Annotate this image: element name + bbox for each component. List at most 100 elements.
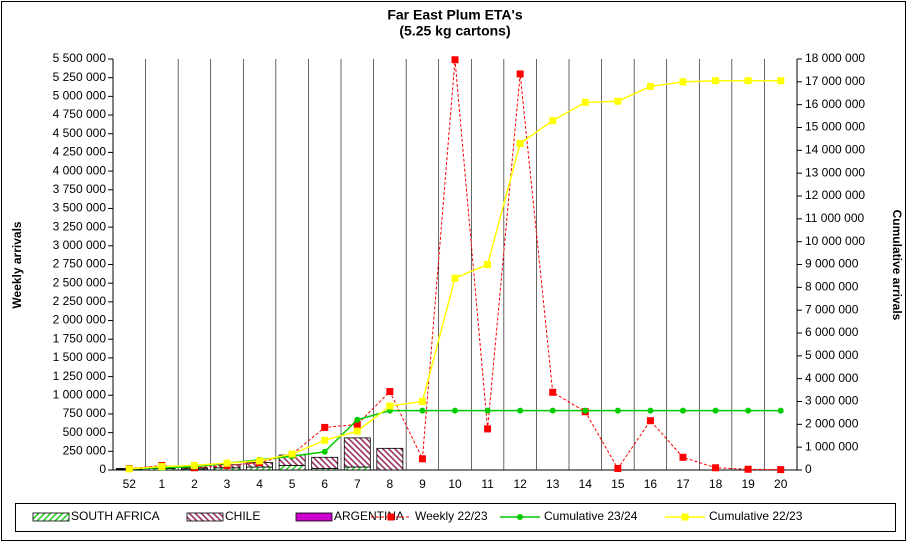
- x-tick-label: 4: [256, 477, 263, 491]
- line-marker: [614, 465, 622, 473]
- line-marker: [614, 97, 622, 105]
- y2-tick-label: 14 000 000: [805, 143, 865, 157]
- y-tick-label: 5 000 000: [53, 89, 107, 103]
- y-tick-label: 1 000 000: [53, 387, 107, 401]
- y2-axis-title: Cumulative arrivals: [890, 210, 904, 321]
- y-tick-label: 5 500 000: [53, 51, 107, 65]
- y-tick-label: 2 500 000: [53, 275, 107, 289]
- y-tick-label: 5 250 000: [53, 70, 107, 84]
- x-tick-label: 13: [546, 477, 560, 491]
- line-marker: [321, 436, 329, 444]
- line-marker: [256, 457, 264, 465]
- y2-tick-label: 7 000 000: [805, 302, 859, 316]
- line-marker: [353, 427, 361, 435]
- line-marker: [158, 463, 166, 471]
- y-tick-label: 3 750 000: [53, 182, 107, 196]
- y2-tick-label: 18 000 000: [805, 51, 865, 65]
- y-tick-label: 4 000 000: [53, 163, 107, 177]
- line-marker: [647, 407, 654, 414]
- x-tick-label: 17: [676, 477, 690, 491]
- y2-tick-label: 2 000 000: [805, 417, 859, 431]
- line-marker: [223, 459, 231, 467]
- line-marker: [745, 407, 752, 414]
- x-tick-label: 1: [159, 477, 166, 491]
- line-marker: [354, 416, 361, 423]
- line-marker: [549, 117, 557, 125]
- x-tick-label: 5: [289, 477, 296, 491]
- x-tick-label: 3: [224, 477, 231, 491]
- legend-marker: [387, 513, 395, 521]
- line-marker: [712, 464, 720, 472]
- line-marker: [712, 77, 720, 85]
- y-tick-label: 1 250 000: [53, 369, 107, 383]
- y-tick-label: 4 500 000: [53, 126, 107, 140]
- line-marker: [125, 465, 133, 473]
- x-tick-label: 16: [644, 477, 658, 491]
- x-tick-label: 18: [709, 477, 723, 491]
- y-tick-label: 500 000: [63, 425, 107, 439]
- line-marker: [582, 407, 589, 414]
- y-tick-label: 750 000: [63, 406, 107, 420]
- line-marker: [288, 450, 296, 458]
- legend-marker: [517, 514, 523, 520]
- x-tick-label: 11: [481, 477, 494, 491]
- y2-tick-label: 16 000 000: [805, 97, 865, 111]
- line-marker: [386, 388, 394, 396]
- line-marker: [549, 407, 556, 414]
- line-marker: [321, 423, 329, 431]
- legend: [15, 503, 896, 532]
- y-tick-label: 3 000 000: [53, 238, 107, 252]
- line-marker: [321, 448, 328, 455]
- y2-tick-label: 13 000 000: [805, 165, 865, 179]
- x-tick-label: 52: [123, 477, 137, 491]
- y-tick-label: 1 500 000: [53, 350, 107, 364]
- y2-tick-label: 17 000 000: [805, 74, 865, 88]
- line-marker: [777, 466, 785, 474]
- x-tick-label: 2: [191, 477, 198, 491]
- line-marker: [484, 261, 492, 268]
- x-tick-label: 9: [419, 477, 426, 491]
- x-tick-label: 14: [579, 477, 593, 491]
- legend-swatch: [295, 512, 333, 522]
- y2-tick-label: 5 000 000: [805, 348, 859, 362]
- line-marker: [614, 407, 621, 414]
- y-axis-title: Weekly arrivals: [10, 221, 24, 309]
- legend-label: Cumulative 23/24: [544, 509, 638, 523]
- line-marker: [646, 82, 654, 90]
- x-tick-label: 20: [774, 477, 788, 491]
- legend-label: CHILE: [225, 509, 260, 523]
- line-marker: [679, 453, 687, 461]
- line-marker: [484, 407, 491, 414]
- line-marker: [744, 77, 752, 85]
- line-marker: [646, 417, 654, 425]
- legend-swatch: [186, 512, 224, 522]
- x-tick-label: 15: [611, 477, 625, 491]
- y2-tick-label: 9 000 000: [805, 257, 859, 271]
- line-marker: [549, 388, 557, 396]
- y2-tick-label: 3 000 000: [805, 394, 859, 408]
- y-tick-label: 2 000 000: [53, 313, 107, 327]
- line-marker: [452, 407, 458, 414]
- line-marker: [744, 465, 752, 473]
- legend-label: Cumulative 22/23: [709, 509, 803, 523]
- legend-marker: [681, 513, 689, 521]
- line-marker: [680, 407, 686, 414]
- bar: [343, 466, 371, 471]
- y2-tick-label: 12 000 000: [805, 188, 865, 202]
- line-marker: [777, 77, 785, 85]
- line-marker: [679, 78, 687, 86]
- line-marker: [418, 398, 426, 405]
- x-tick-label: 8: [387, 477, 394, 491]
- line-marker: [419, 407, 426, 414]
- bar: [246, 466, 274, 471]
- y2-tick-label: 0: [805, 462, 812, 476]
- line-marker: [353, 420, 361, 428]
- legend-label: Weekly 22/23: [415, 509, 488, 523]
- y-tick-label: 1 750 000: [53, 331, 107, 345]
- y2-tick-label: 4 000 000: [805, 371, 859, 385]
- line-marker: [581, 98, 589, 106]
- y-tick-label: 3 500 000: [53, 201, 107, 215]
- line-marker: [190, 461, 198, 469]
- y-tick-label: 2 750 000: [53, 257, 107, 271]
